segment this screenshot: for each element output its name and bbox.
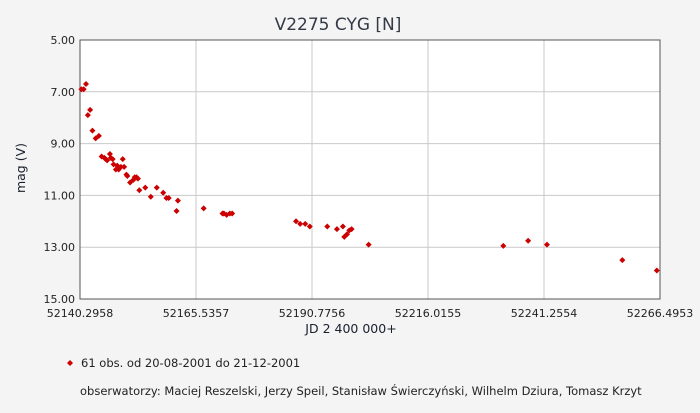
plot-area: [80, 40, 660, 299]
x-tick-label: 52165.5357: [163, 307, 229, 320]
data-point: [104, 157, 111, 164]
data-point: [333, 226, 340, 233]
y-tick-label: 5.00: [51, 34, 76, 47]
y-tick-label: 13.00: [44, 241, 76, 254]
x-tick-label: 52190.7756: [279, 307, 345, 320]
data-point: [200, 205, 207, 212]
data-point: [297, 220, 304, 227]
legend-observations: 61 obs. od 20-08-2001 do 21-12-2001: [81, 356, 300, 370]
y-tick-label: 15.00: [44, 293, 76, 306]
x-tick-label: 52241.2554: [511, 307, 577, 320]
data-point: [109, 156, 116, 163]
data-point: [653, 267, 660, 274]
x-tick-label: 52266.4953: [627, 307, 693, 320]
data-point: [89, 127, 96, 134]
data-point: [344, 231, 351, 238]
data-point: [365, 241, 372, 248]
data-point: [87, 106, 94, 113]
data-point: [348, 226, 355, 233]
data-point: [306, 223, 313, 230]
data-point: [134, 175, 141, 182]
data-point: [174, 197, 181, 204]
data-point: [165, 194, 172, 201]
data-point: [153, 184, 160, 191]
x-tick-labels: 52140.2958 52165.5357 52190.7756 52216.0155…: [47, 307, 693, 320]
plot-frame: [79, 39, 661, 300]
data-point: [500, 242, 507, 249]
data-point: [324, 223, 331, 230]
data-point: [293, 218, 300, 225]
data-point: [173, 207, 180, 214]
data-point: [82, 81, 89, 88]
data-point: [84, 112, 91, 119]
data-point: [80, 86, 87, 93]
data-point: [121, 163, 128, 170]
y-tick-label: 11.00: [44, 189, 76, 202]
data-point: [95, 132, 102, 139]
data-point: [302, 220, 309, 227]
data-point: [124, 172, 131, 179]
data-point: [142, 184, 149, 191]
y-tick-label: 9.00: [51, 138, 76, 151]
data-point: [136, 187, 143, 194]
x-tick-label: 52216.0155: [395, 307, 461, 320]
data-points: [78, 81, 660, 274]
y-tick-labels: 5.00 7.00 9.00 11.00 13.00 15.00: [44, 34, 76, 306]
diamond-icon: [67, 360, 73, 366]
y-axis-label: mag (V): [13, 143, 28, 193]
data-point: [229, 210, 236, 217]
data-point: [619, 257, 626, 264]
data-point: [160, 189, 167, 196]
data-point: [117, 163, 124, 170]
legend-observers: obserwatorzy: Maciej Reszelski, Jerzy Sp…: [80, 383, 642, 398]
data-point: [543, 241, 550, 248]
data-point: [339, 223, 346, 230]
x-tick-label: 52140.2958: [47, 307, 113, 320]
chart-title: V2275 CYG [N]: [275, 15, 402, 35]
x-axis-label: JD 2 400 000+: [304, 321, 396, 336]
data-point: [147, 193, 154, 200]
grid-lines: [80, 40, 660, 299]
y-tick-label: 7.00: [51, 86, 76, 99]
data-point: [525, 237, 532, 244]
data-point: [119, 156, 126, 163]
